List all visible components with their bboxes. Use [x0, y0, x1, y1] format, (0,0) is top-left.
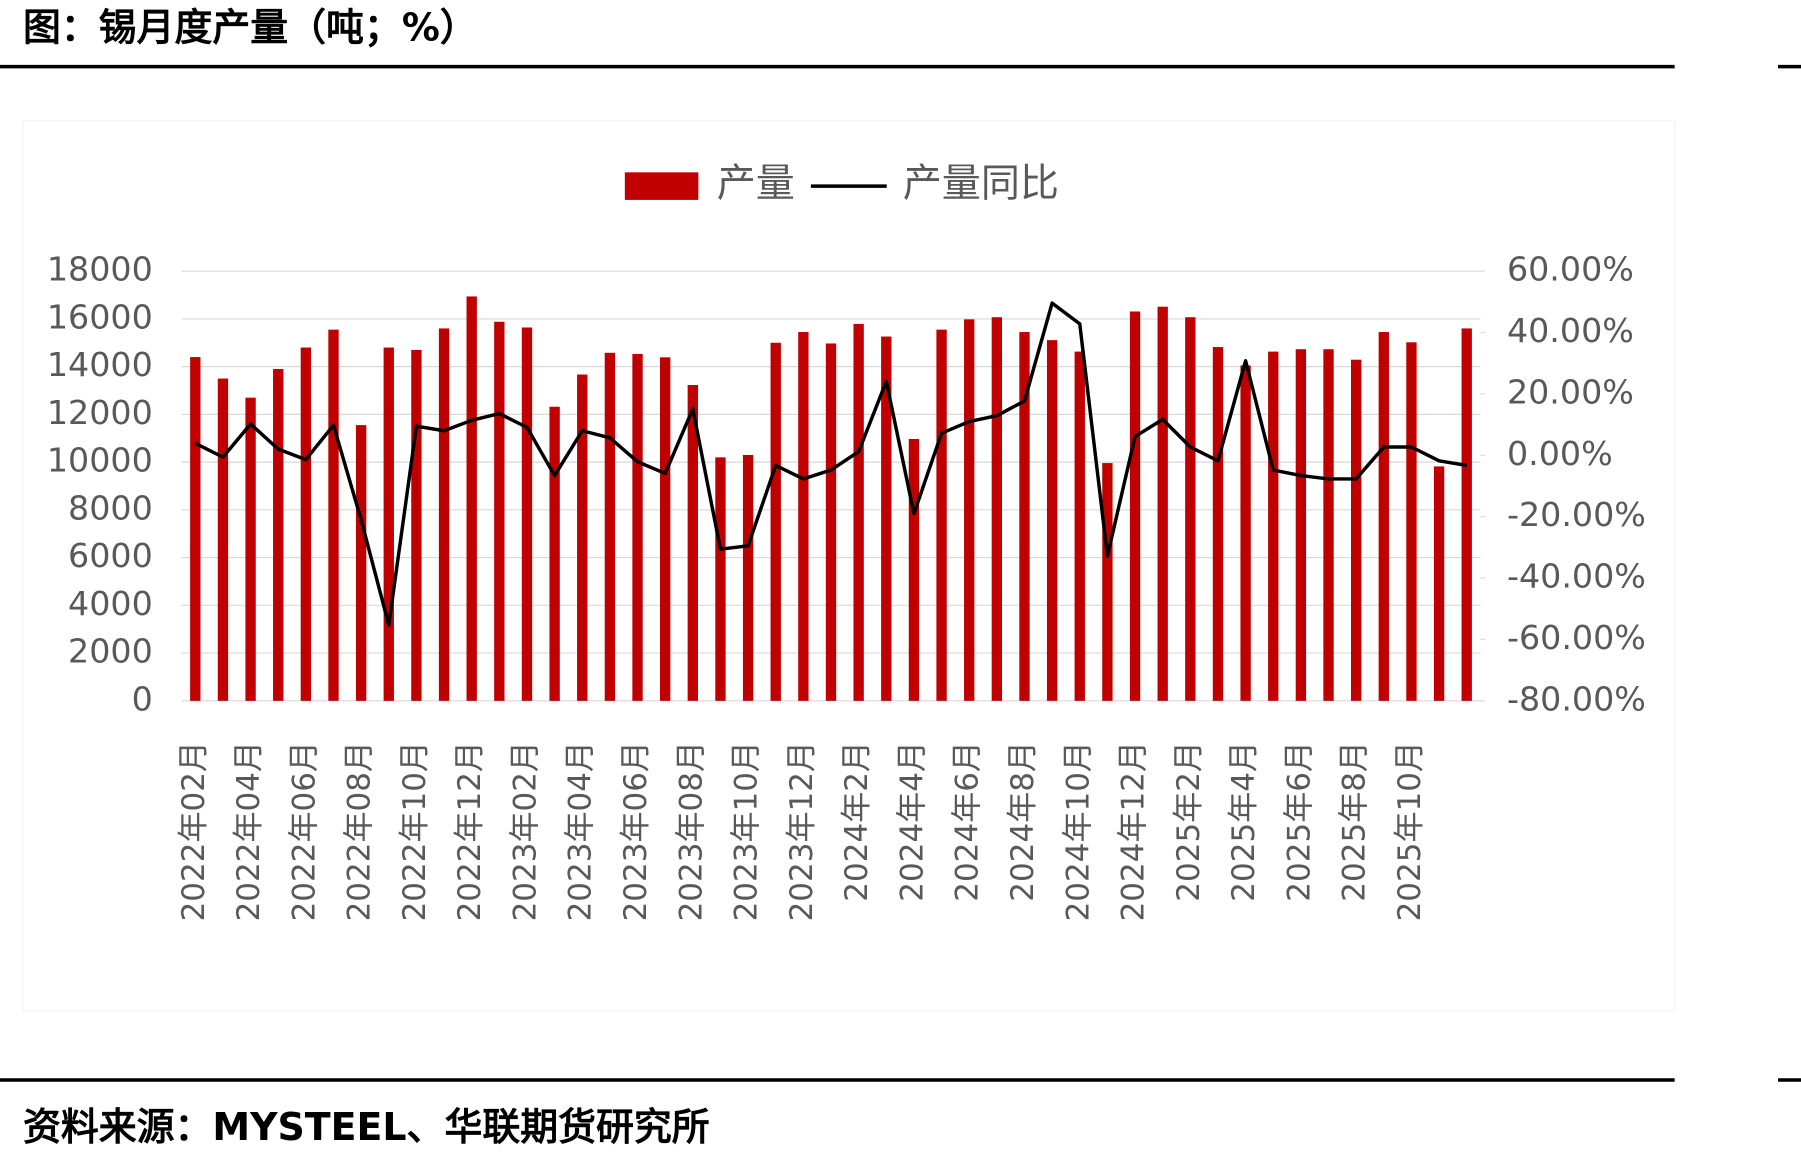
x-tick-label: 2022年04月 [231, 741, 267, 921]
bar [328, 329, 339, 701]
bar [1378, 332, 1389, 701]
y-tick-label: 4000 [68, 584, 153, 623]
bar [1350, 359, 1362, 701]
bar [438, 328, 450, 701]
x-tick-label: 2023年02月 [507, 741, 543, 921]
x-tick-label: 2023年04月 [563, 741, 599, 921]
y-tick-label: 2000 [68, 632, 153, 671]
x-tick-label: 2022年02月 [176, 741, 212, 921]
bar [190, 357, 201, 701]
bar [466, 296, 477, 701]
y-tick-label: 12000 [47, 393, 153, 432]
bar [798, 332, 809, 701]
bar [577, 374, 588, 701]
y-tick-label: 10000 [47, 441, 153, 480]
y-tick-label: 14000 [47, 345, 153, 384]
bar [1102, 463, 1113, 701]
bar [687, 385, 698, 701]
legend-swatch [624, 172, 699, 200]
y2-tick-label: -60.00% [1507, 618, 1646, 657]
bar [494, 321, 505, 701]
plot-frame [22, 120, 1676, 1012]
y2-tick-label: 0.00% [1507, 434, 1613, 473]
bar [300, 347, 312, 701]
x-tick-label: 2023年08月 [673, 741, 709, 921]
bar [1157, 306, 1168, 701]
bar [1268, 351, 1279, 701]
bar [273, 369, 284, 701]
bar [1074, 351, 1085, 701]
bar [1323, 349, 1334, 701]
y-tick-label: 0 [132, 679, 153, 718]
bar [245, 397, 256, 701]
x-tick-label: 2022年12月 [452, 741, 488, 921]
y2-tick-label: -80.00% [1507, 679, 1646, 718]
x-tick-label: 2025年10月 [1392, 741, 1428, 921]
bar [964, 319, 975, 701]
y2-tick-label: -20.00% [1507, 495, 1646, 534]
y-tick-label: 16000 [47, 297, 153, 336]
bar [1461, 328, 1472, 701]
line-series [194, 301, 1468, 627]
bar [991, 317, 1003, 701]
bar [1240, 365, 1251, 701]
bar [853, 323, 864, 701]
legend-label: 产量 [717, 162, 795, 207]
y-tick-label: 18000 [47, 250, 153, 289]
y-tick-label: 6000 [68, 536, 153, 575]
bar [742, 454, 754, 701]
x-tick-label: 2024年10月 [1060, 741, 1096, 921]
bar [1295, 349, 1307, 701]
bar [521, 327, 533, 701]
x-tick-label: 2024年4月 [894, 741, 930, 902]
bar [632, 353, 643, 701]
bar [549, 406, 560, 701]
x-tick-label: 2025年2月 [1171, 741, 1207, 902]
chart-title: 图：锡月度产量（吨；%） [23, 5, 478, 49]
y2-tick-label: 60.00% [1507, 250, 1634, 289]
x-tick-label: 2025年8月 [1337, 741, 1373, 902]
bar [908, 438, 920, 701]
x-tick-label: 2023年12月 [784, 741, 820, 921]
bar [936, 329, 947, 701]
bar [383, 347, 394, 701]
bar [1019, 332, 1030, 701]
x-tick-label: 2023年10月 [729, 741, 765, 921]
x-tick-label: 2024年12月 [1116, 741, 1152, 921]
x-tick-label: 2024年6月 [950, 741, 986, 902]
x-tick-label: 2022年06月 [286, 741, 322, 921]
x-tick-label: 2024年8月 [1005, 741, 1041, 902]
bar [660, 357, 671, 701]
bar [770, 342, 781, 701]
bar [355, 425, 367, 701]
y-tick-label: 8000 [68, 488, 153, 527]
y2-tick-label: 20.00% [1507, 372, 1634, 411]
x-tick-label: 2022年08月 [342, 741, 378, 921]
source-note: 资料来源：MYSTEEL、华联期货研究所 [23, 1105, 710, 1149]
bar [1185, 317, 1196, 701]
bar [881, 336, 892, 701]
y2-tick-label: -40.00% [1507, 557, 1646, 596]
bar [825, 343, 837, 701]
bar [604, 352, 616, 701]
bar [217, 378, 229, 701]
bar [1433, 466, 1445, 701]
bar [1046, 340, 1058, 701]
legend-label: 产量同比 [903, 162, 1059, 207]
x-tick-label: 2025年6月 [1281, 741, 1317, 902]
bar [1212, 347, 1224, 701]
x-tick-label: 2025年4月 [1226, 741, 1262, 902]
bar [411, 349, 422, 701]
bar [715, 457, 726, 701]
x-tick-label: 2024年2月 [839, 741, 875, 902]
bar [1129, 311, 1141, 701]
y2-tick-label: 40.00% [1507, 311, 1634, 350]
bar [1406, 342, 1417, 701]
x-tick-label: 2023年06月 [618, 741, 654, 921]
x-tick-label: 2022年10月 [397, 741, 433, 921]
